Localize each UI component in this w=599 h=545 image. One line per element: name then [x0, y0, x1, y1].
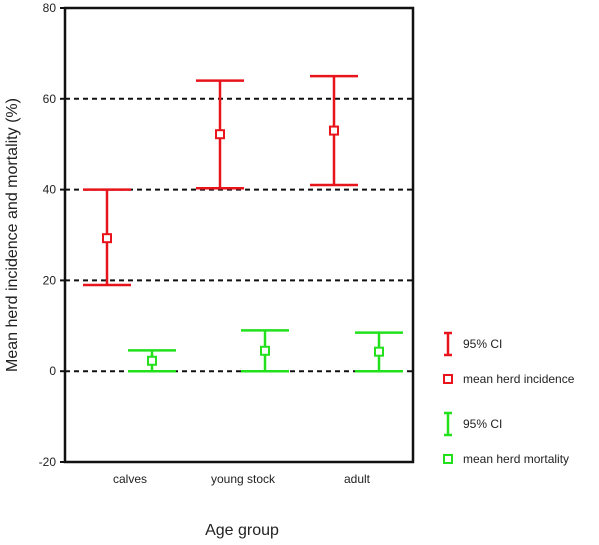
y-axis-title: Mean herd incidence and mortality (%) [4, 98, 21, 372]
legend-mean-label-1: mean herd mortality [463, 452, 569, 466]
y-tick-label-60: 60 [43, 92, 57, 106]
mean-marker-s1-young-stock [260, 345, 270, 356]
legend-mean-label-0: mean herd incidence [463, 372, 575, 386]
plot-marks [83, 74, 403, 373]
plot-frame [63, 6, 415, 464]
mean-marker-s1-adult [374, 346, 384, 357]
mean-marker-s0-adult [329, 125, 339, 136]
legend-mean-icon-1 [443, 454, 453, 464]
mean-marker-s0-young-stock [215, 129, 225, 140]
y-tick-label-0: 0 [49, 364, 56, 378]
mean-marker-s0-calves [102, 233, 112, 244]
x-tick-label-young-stock: young stock [211, 472, 276, 486]
legend-ci-label-0: 95% CI [463, 337, 502, 351]
y-tick-label-20: 20 [43, 273, 57, 287]
legend-mean-icon-0 [443, 374, 453, 384]
legend-ci-label-1: 95% CI [463, 417, 502, 431]
legend: 95% CI mean herd incidence 95% CI mean herd… [443, 331, 575, 466]
mean-marker-s1-calves [147, 355, 157, 366]
y-tick-label--20: -20 [39, 455, 57, 469]
axes: -20 0 20 40 60 80 calves young stock adult [39, 1, 415, 486]
y-tick-label-40: 40 [43, 183, 57, 197]
x-tick-label-calves: calves [113, 472, 147, 486]
x-tick-label-adult: adult [344, 472, 371, 486]
gridlines [65, 97, 413, 373]
x-axis-title: Age group [205, 522, 279, 539]
y-tick-label-80: 80 [43, 1, 57, 15]
